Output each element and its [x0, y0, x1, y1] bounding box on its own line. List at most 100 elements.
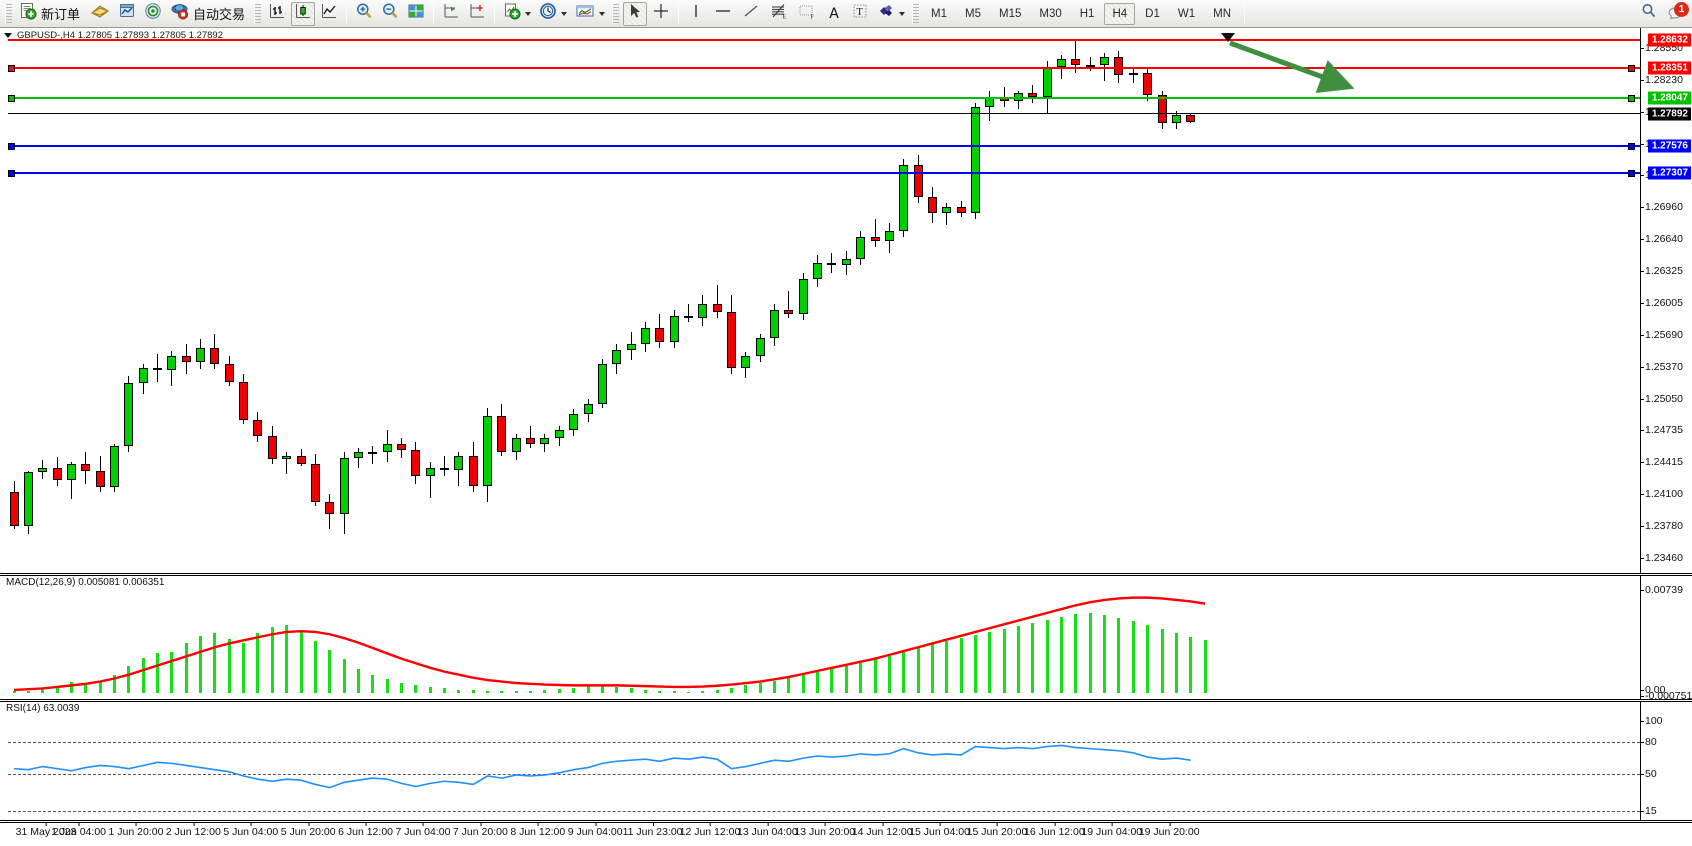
macd-histogram-bar — [471, 690, 475, 693]
candle-body-bullish — [626, 343, 636, 350]
price-tag[interactable]: 1.28632 — [1647, 33, 1691, 47]
candle-body-bullish — [583, 403, 593, 414]
price-level-handle[interactable] — [8, 95, 15, 103]
toolbar-grip-charts[interactable] — [254, 3, 262, 24]
macd-histogram-bar — [658, 690, 662, 693]
shapes-dropdown-caret[interactable] — [899, 11, 906, 16]
candle-wick — [372, 445, 374, 464]
timeframe-h4[interactable]: H4 — [1104, 2, 1136, 25]
new-order-button[interactable]: 新订单 — [16, 2, 85, 26]
price-level-handle[interactable] — [8, 169, 15, 177]
period-selector-button[interactable] — [536, 2, 570, 26]
candle-body-bullish — [1042, 67, 1052, 98]
templates-dropdown-caret[interactable] — [599, 11, 606, 16]
candle — [181, 28, 191, 573]
price-tag[interactable]: 1.27892 — [1647, 107, 1691, 121]
text-box-button[interactable]: T — [848, 2, 872, 26]
price-level-handle[interactable] — [8, 64, 15, 72]
candle — [798, 28, 808, 573]
add-indicator-button[interactable] — [500, 2, 534, 26]
candle — [913, 28, 923, 573]
toolbar-grip-linestudies[interactable] — [612, 3, 620, 24]
zoom-out-button[interactable] — [378, 2, 402, 26]
macd-histogram-bar — [643, 689, 647, 693]
svg-text:T: T — [856, 6, 863, 18]
price-axis[interactable]: 1.285501.282301.279151.275951.272801.269… — [1640, 28, 1692, 573]
price-tag[interactable]: 1.28351 — [1647, 61, 1691, 75]
horizontal-line-button[interactable] — [710, 2, 736, 26]
candle — [1042, 28, 1052, 573]
macd-histogram-bar — [156, 653, 159, 693]
price-level-handle[interactable] — [8, 142, 15, 150]
timeframe-m1[interactable]: M1 — [931, 7, 948, 20]
candle-body-bearish — [827, 263, 837, 266]
candle-body-bullish — [109, 445, 119, 487]
price-tag[interactable]: 1.27307 — [1647, 166, 1691, 180]
add-indicator-dropdown-caret[interactable] — [525, 11, 532, 16]
trendline-button[interactable] — [738, 2, 764, 26]
terminal-window-button[interactable] — [115, 2, 139, 26]
price-level-handle[interactable] — [1628, 95, 1635, 103]
data-window-button[interactable] — [404, 2, 428, 26]
price-level-handle[interactable] — [1628, 64, 1635, 72]
chart-workspace[interactable]: GBPUSD-,H4 1.27805 1.27893 1.27805 1.278… — [0, 28, 1692, 846]
navigator-button[interactable] — [141, 2, 165, 26]
timeframe-m30[interactable]: M30 — [1039, 7, 1062, 20]
time-axis[interactable]: 31 May 2023 1 Jun 04:00 1 Jun 20:00 2 Jun 1… — [0, 822, 1692, 846]
time-axis-tick: 19 Jun 04:00 — [1081, 822, 1143, 838]
timeframe-m5[interactable]: M5 — [965, 7, 981, 20]
candle — [1171, 28, 1181, 573]
candlestick-chart-button[interactable] — [291, 1, 316, 26]
auto-scroll-button[interactable] — [439, 2, 463, 26]
price-tag[interactable]: 1.28047 — [1647, 91, 1691, 105]
candle — [239, 28, 249, 573]
timeframe-mn[interactable]: MN — [1213, 7, 1231, 20]
macd-axis[interactable]: 0.00739 0.00 -0.000751 — [1640, 576, 1692, 702]
candle-body-bearish — [95, 470, 105, 487]
bar-chart-button[interactable] — [265, 2, 289, 26]
notification-button[interactable]: 1 — [1663, 1, 1689, 26]
price-plot-area[interactable] — [8, 28, 1640, 573]
toolbar-grip-standard[interactable] — [5, 3, 12, 24]
rsi-axis[interactable]: 100 80 50 15 — [1640, 702, 1692, 820]
fibonacci-button[interactable]: E — [766, 2, 792, 26]
macd-histogram-bar — [615, 686, 619, 693]
crosshair-button[interactable] — [649, 2, 673, 26]
shapes-button[interactable] — [874, 2, 908, 26]
macd-histogram-bar — [1031, 622, 1035, 693]
rsi-plot-area[interactable] — [8, 702, 1640, 820]
macd-histogram-bar — [1060, 616, 1064, 693]
time-axis-tick: 31 May 2023 — [15, 822, 77, 838]
price-panel[interactable]: GBPUSD-,H4 1.27805 1.27893 1.27805 1.278… — [0, 28, 1692, 574]
chevron-down-icon[interactable] — [4, 32, 12, 38]
cursor-button[interactable] — [623, 1, 648, 26]
templates-button[interactable] — [572, 2, 608, 26]
macd-histogram-bar — [902, 651, 906, 693]
price-level-handle[interactable] — [1628, 142, 1635, 150]
candle-body-bullish — [554, 429, 564, 438]
autotrade-button[interactable]: 自动交易 — [167, 2, 250, 26]
chart-shift-button[interactable] — [465, 2, 489, 26]
equidistant-channel-button[interactable]: F — [794, 2, 820, 26]
timeframe-d1[interactable]: D1 — [1145, 7, 1160, 20]
price-axis-tick: 1.23780 — [1641, 519, 1683, 532]
macd-plot-area[interactable] — [8, 576, 1640, 699]
line-chart-button[interactable] — [317, 2, 341, 26]
text-label-button[interactable]: A — [822, 2, 846, 26]
rsi-panel[interactable]: RSI(14) 63.0039 100 80 50 15 — [0, 701, 1692, 821]
price-tag[interactable]: 1.27576 — [1647, 139, 1691, 153]
search-button[interactable] — [1637, 2, 1661, 26]
timeframe-m15[interactable]: M15 — [999, 7, 1022, 20]
timeframe-w1[interactable]: W1 — [1177, 7, 1196, 20]
vertical-line-button[interactable] — [684, 2, 708, 26]
toolbar-grip-periodicity[interactable] — [912, 3, 920, 24]
zoom-in-button[interactable] — [352, 2, 376, 26]
expert-advisor-button[interactable] — [87, 2, 113, 26]
macd-histogram-bar — [112, 674, 116, 693]
macd-signal-line — [13, 596, 1206, 692]
price-level-handle[interactable] — [1628, 169, 1635, 177]
macd-panel[interactable]: MACD(12,26,9) 0.005081 0.006351 0.00739 0… — [0, 575, 1692, 702]
period-dropdown-caret[interactable] — [561, 11, 568, 16]
symbol-header[interactable]: GBPUSD-,H4 1.27805 1.27893 1.27805 1.278… — [0, 28, 223, 42]
timeframe-h1[interactable]: H1 — [1079, 7, 1095, 20]
